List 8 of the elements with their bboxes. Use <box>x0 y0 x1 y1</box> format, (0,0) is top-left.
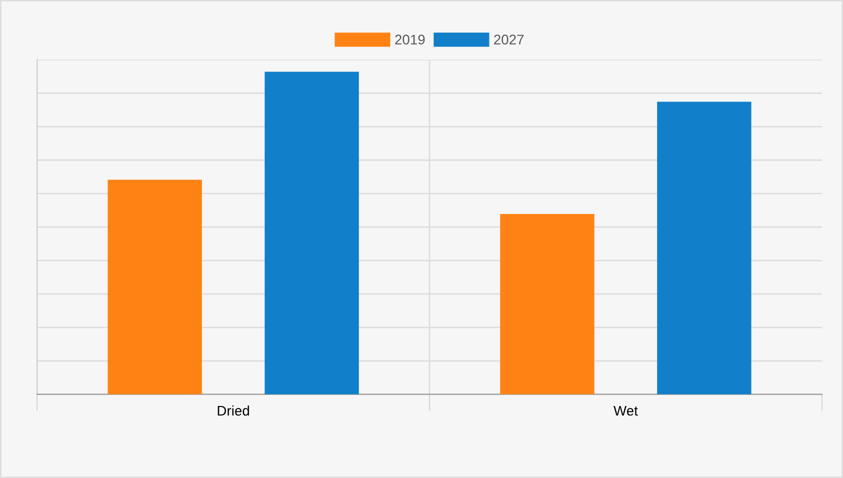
legend-label: 2027 <box>494 34 524 45</box>
bar <box>500 214 594 394</box>
x-tick-label: Wet <box>614 406 638 416</box>
bar <box>108 180 202 394</box>
bar <box>657 102 752 394</box>
x-tick-label: Dried <box>218 405 249 416</box>
bar <box>264 72 359 394</box>
legend-label: 2019 <box>395 34 425 45</box>
